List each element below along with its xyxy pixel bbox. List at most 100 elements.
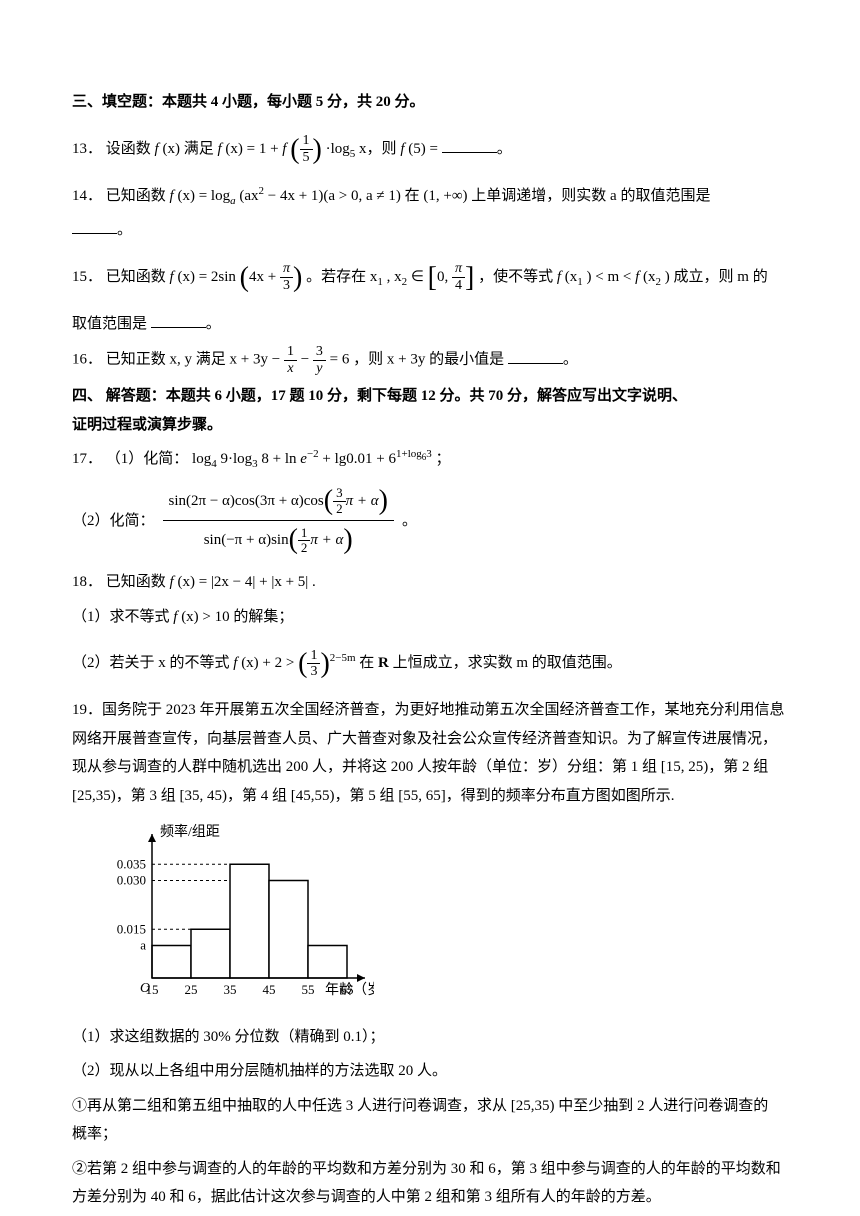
q17-num: 17． xyxy=(72,451,102,467)
q19-sub2: （2）现从以上各组中用分层随机抽样的方法选取 20 人。 xyxy=(72,1057,788,1086)
q17-p1-e1: log xyxy=(192,451,211,467)
q15-d: , x xyxy=(387,269,402,285)
q16-num: 16． xyxy=(72,352,102,368)
q18-p1-a: （1）求不等式 xyxy=(72,609,173,625)
q15-period: 。 xyxy=(206,316,221,332)
q16-period: 。 xyxy=(563,352,578,368)
q18: 18． 已知函数 f (x) = |2x − 4| + |x + 5| . xyxy=(72,568,788,597)
q18-fd: 3 xyxy=(307,664,320,679)
q17-p2-num: sin(2π − α)cos(3π + α)cos(32π + α) xyxy=(163,482,394,522)
q17-p1-sup3: 3 xyxy=(426,448,432,460)
q14-num: 14． xyxy=(72,188,102,204)
q15-l2: 取值范围是 xyxy=(72,316,147,332)
q17-p2-nf-n: 3 xyxy=(333,486,346,501)
q14-a: 已知函数 xyxy=(106,188,170,204)
q17-p2-df-n: 1 xyxy=(298,526,311,541)
q17-p2-end: 。 xyxy=(402,507,417,536)
section3-heading: 三、填空题：本题共 4 小题，每小题 5 分，共 20 分。 xyxy=(72,88,788,117)
q18-num: 18． xyxy=(72,574,102,590)
q17-p1-e: e xyxy=(300,451,307,467)
q15-pi: π xyxy=(280,261,293,277)
q14-line2: 。 xyxy=(72,216,788,245)
svg-text:年龄（岁）: 年龄（岁） xyxy=(325,982,374,998)
q17-p2-label: （2）化简： xyxy=(72,507,155,536)
q13-a: 设函数 xyxy=(106,141,155,157)
q14-b: (x) = log xyxy=(177,188,230,204)
q15: 15． 已知函数 f (x) = 2sin (4x + π3) 。若存在 x1 … xyxy=(72,251,788,304)
q18-exp: 2−5m xyxy=(330,652,356,664)
svg-text:0.015: 0.015 xyxy=(117,922,146,937)
q15-den4: 4 xyxy=(452,278,465,293)
q17-p2-den: sin(−π + α)sin(12π + α) xyxy=(163,521,394,560)
q17-p1-c: 3 xyxy=(252,458,258,470)
q15-g: (x xyxy=(565,269,578,285)
q18-R: R xyxy=(378,655,389,671)
q15-b: (x) = 2sin xyxy=(177,269,235,285)
q14: 14． 已知函数 f (x) = loga (ax2 − 4x + 1)(a >… xyxy=(72,182,788,211)
q19-p4: [25,35)，第 3 组 [35, 45)，第 4 组 [45,55)，第 5… xyxy=(72,782,788,811)
svg-text:25: 25 xyxy=(185,982,198,997)
histogram-svg: 0.0350.0300.015a152535455565O频率/组距年龄（岁） xyxy=(94,816,374,1006)
q17-p1-a: 4 xyxy=(211,458,217,470)
svg-text:0.035: 0.035 xyxy=(117,857,146,872)
svg-text:a: a xyxy=(140,938,146,953)
q14-sup2: 2 xyxy=(258,185,264,197)
q13-e: x，则 xyxy=(359,141,400,157)
q13-c: (x) = 1 + xyxy=(225,141,282,157)
q17-p1: 17． （1）化简： log4 9·log3 8 + ln e−2 + lg0.… xyxy=(72,445,788,474)
q15-sub1b: 1 xyxy=(577,276,583,288)
q15-num: 15． xyxy=(72,269,102,285)
q16-n1: 1 xyxy=(284,344,297,360)
q16-c: = 6 ，则 x + 3y 的最小值是 xyxy=(330,352,504,368)
svg-text:0.030: 0.030 xyxy=(117,873,146,888)
q16: 16． 已知正数 x, y 满足 x + 3y − 1x − 3y = 6 ，则… xyxy=(72,344,788,376)
q16-a: 已知正数 x, y 满足 x + 3y − xyxy=(106,352,284,368)
svg-text:35: 35 xyxy=(224,982,237,997)
q14-period: 。 xyxy=(117,222,132,238)
q17-p2: （2）化简： sin(2π − α)cos(3π + α)cos(32π + α… xyxy=(72,482,788,561)
q13-logbase: 5 xyxy=(350,148,356,160)
q15-sub2b: 2 xyxy=(656,276,662,288)
q15-h: ) < m < xyxy=(587,269,636,285)
q15-den3: 3 xyxy=(280,278,293,293)
q13-f: (5) = xyxy=(408,141,441,157)
q17-p2-num-tail: π + α xyxy=(346,493,379,509)
section4-heading-2: 证明过程或演算步骤。 xyxy=(72,411,788,440)
q14-c: (ax xyxy=(239,188,258,204)
q15-inside: 4x + xyxy=(249,269,280,285)
q13-period: 。 xyxy=(497,141,512,157)
q18-p1: （1）求不等式 f (x) > 10 的解集； xyxy=(72,603,788,632)
svg-text:45: 45 xyxy=(263,982,276,997)
svg-text:O: O xyxy=(140,981,150,996)
q18-p2-b: (x) + 2 > xyxy=(241,655,298,671)
q16-blank xyxy=(508,350,563,364)
q15-pi2: π xyxy=(452,261,465,277)
q17-p1-f: + lg0.01 + 6 xyxy=(322,451,396,467)
q19-p1: 19．国务院于 2023 年开展第五次全国经济普查，为更好地推动第五次全国经济普… xyxy=(72,696,788,725)
q18-b: (x) = |2x − 4| + |x + 5| . xyxy=(177,574,315,590)
q19-t1: 国务院于 2023 年开展第五次全国经济普查，为更好地推动第五次全国经济普查工作… xyxy=(102,702,785,718)
q13-frac-d: 5 xyxy=(300,150,313,165)
q18-a: 已知函数 xyxy=(106,574,170,590)
q19-p2: 网络开展普查宣传，向基层普查人员、广大普查对象及社会公众宣传经济普查知识。为了解… xyxy=(72,725,788,754)
svg-text:55: 55 xyxy=(302,982,315,997)
q13-frac-n: 1 xyxy=(300,133,313,149)
q13: 13． 设函数 f (x) 满足 f (x) = 1 + f (15) ·log… xyxy=(72,123,788,176)
q19-sub1: （1）求这组数据的 30% 分位数（精确到 0.1）； xyxy=(72,1023,788,1052)
q17-p2-den-tail: π + α xyxy=(310,532,343,548)
q15-j: ) 成立，则 m 的 xyxy=(665,269,768,285)
q14-d: − 4x + 1)(a > 0, a ≠ 1) 在 (1, +∞) 上单调递增，… xyxy=(268,188,711,204)
q18-p2-c: 在 xyxy=(359,655,378,671)
q17-p2-den-a: sin(−π + α)sin xyxy=(204,532,289,548)
section4-heading-1: 四、 解答题：本题共 6 小题，17 题 10 分，剩下每题 12 分。共 70… xyxy=(72,382,788,411)
q16-d3: y xyxy=(313,361,326,376)
q17-p1-exp: −2 xyxy=(307,448,319,460)
q15-e: ∈ xyxy=(411,269,428,285)
q17-p2-df-d: 2 xyxy=(298,541,311,555)
q19-p3: 现从参与调查的人群中随机选出 200 人，并将这 200 人按年龄（单位：岁）分… xyxy=(72,753,788,782)
q15-a: 已知函数 xyxy=(106,269,170,285)
q16-d1: x xyxy=(284,361,297,376)
q15-blank xyxy=(151,314,206,328)
q14-blank xyxy=(72,220,117,234)
q19-sub2-1b: 概率； xyxy=(72,1120,788,1149)
